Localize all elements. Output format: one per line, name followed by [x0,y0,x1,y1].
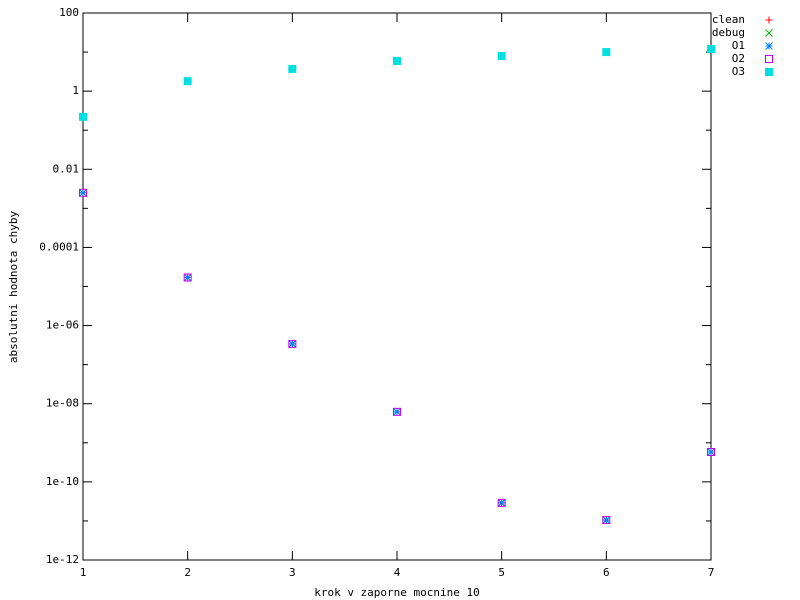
legend-label: O3 [732,65,745,78]
y-tick-label: 1e-08 [46,397,79,410]
plot-border [82,12,712,561]
marker [393,407,401,416]
marker [288,340,297,348]
y-tick-label: 1e-06 [46,319,79,332]
legend-marker [765,16,773,24]
marker [602,516,611,525]
x-tick-label: 2 [184,566,191,579]
y-tick-label: 100 [59,6,79,19]
marker [79,188,87,197]
marker [497,499,506,507]
marker [288,339,297,348]
legend-marker [765,55,773,63]
marker [602,516,611,524]
marker [79,188,87,197]
marker [183,273,192,282]
marker [288,64,297,73]
legend-label: O1 [732,39,745,52]
x-tick-label: 7 [708,566,715,579]
marker [602,48,611,57]
marker [183,273,192,282]
marker [183,77,192,86]
marker [497,498,506,507]
legend-label: O2 [732,52,745,65]
x-tick-label: 4 [394,566,401,579]
legend-marker [765,68,773,76]
marker [707,448,715,457]
x-axis-label: krok v zaporne mocnine 10 [314,586,480,599]
x-tick-label: 5 [498,566,505,579]
y-tick-label: 0.01 [53,162,80,175]
marker [707,448,715,456]
x-tick-label: 1 [80,566,87,579]
marker [393,407,401,416]
marker [707,44,715,53]
marker [79,112,87,121]
y-tick-label: 1e-10 [46,475,79,488]
legend-label: debug [712,26,745,39]
legend-label: clean [712,13,745,26]
x-tick-label: 6 [603,566,610,579]
x-tick-label: 3 [289,566,296,579]
legend-marker [765,42,773,50]
marker [393,57,401,66]
y-axis-label: absolutni hodnota chyby [7,210,20,363]
y-tick-label: 1e-12 [46,553,79,566]
y-tick-label: 1 [72,84,79,97]
legend-marker [765,29,773,37]
y-tick-label: 0.0001 [39,240,79,253]
marker [497,52,506,61]
